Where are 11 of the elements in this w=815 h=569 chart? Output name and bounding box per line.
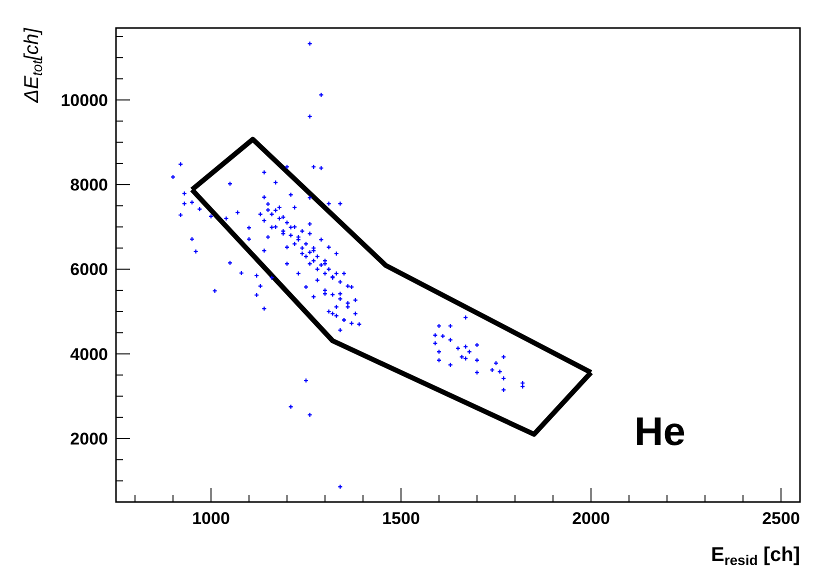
annotation: He xyxy=(634,410,686,454)
y-tick-label: 2000 xyxy=(70,430,108,449)
x-tick-label: 1500 xyxy=(382,509,420,528)
x-tick-label: 2500 xyxy=(762,509,800,528)
y-tick-label: 6000 xyxy=(70,260,108,280)
x-tick-label: 1000 xyxy=(192,509,230,528)
y-tick-label: 10000 xyxy=(60,90,108,110)
y-tick-label: 8000 xyxy=(70,176,108,195)
x-tick-label: 2000 xyxy=(572,509,610,528)
x-axis-title: E$_{resid}$ [ch] xyxy=(710,544,800,568)
y-tick-label: 4000 xyxy=(70,344,108,364)
